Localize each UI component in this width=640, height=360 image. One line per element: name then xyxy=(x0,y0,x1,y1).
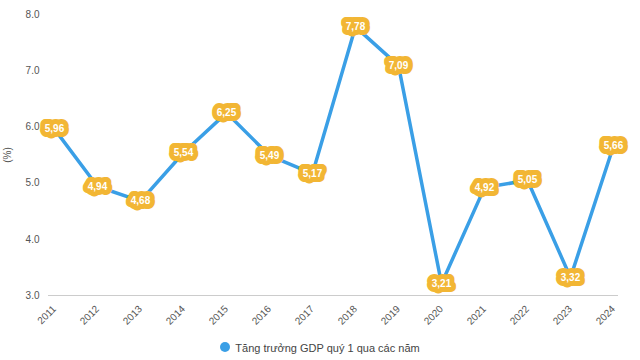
svg-text:5,05: 5,05 xyxy=(518,174,538,185)
svg-text:2022: 2022 xyxy=(508,303,532,327)
svg-text:4,68: 4,68 xyxy=(131,195,151,206)
svg-text:2018: 2018 xyxy=(336,303,360,327)
svg-text:7.0: 7.0 xyxy=(26,65,40,76)
svg-text:6,25: 6,25 xyxy=(217,107,237,118)
svg-text:5,17: 5,17 xyxy=(303,168,323,179)
svg-text:4,94: 4,94 xyxy=(88,181,108,192)
svg-text:8.0: 8.0 xyxy=(26,9,40,20)
svg-text:5,96: 5,96 xyxy=(45,123,65,134)
svg-text:2015: 2015 xyxy=(207,303,231,327)
svg-text:2024: 2024 xyxy=(594,303,618,327)
svg-text:2011: 2011 xyxy=(35,303,58,326)
svg-text:2012: 2012 xyxy=(78,303,102,327)
svg-text:4,92: 4,92 xyxy=(475,182,495,193)
svg-text:7,09: 7,09 xyxy=(389,60,409,71)
svg-text:2017: 2017 xyxy=(293,303,317,327)
svg-text:2020: 2020 xyxy=(422,303,446,327)
svg-text:2021: 2021 xyxy=(465,303,489,327)
svg-text:2023: 2023 xyxy=(551,303,575,327)
svg-text:5.0: 5.0 xyxy=(26,177,40,188)
svg-text:2013: 2013 xyxy=(121,303,145,327)
svg-text:6.0: 6.0 xyxy=(26,121,40,132)
svg-text:5,66: 5,66 xyxy=(604,140,624,151)
svg-text:5,49: 5,49 xyxy=(260,150,280,161)
svg-text:3,21: 3,21 xyxy=(432,278,452,289)
svg-text:5,54: 5,54 xyxy=(174,147,194,158)
svg-text:(%): (%) xyxy=(2,147,13,163)
svg-text:3.0: 3.0 xyxy=(26,290,40,301)
svg-text:2016: 2016 xyxy=(250,303,274,327)
html-text:Tăng trưởng GDP quý 1 qua các: Tăng trưởng GDP quý 1 qua các năm xyxy=(235,341,420,354)
svg-text:7,78: 7,78 xyxy=(346,21,366,32)
svg-text:2014: 2014 xyxy=(164,303,188,327)
svg-text:3,32: 3,32 xyxy=(561,272,581,283)
svg-text:4.0: 4.0 xyxy=(26,234,40,245)
svg-text:2019: 2019 xyxy=(379,303,403,327)
